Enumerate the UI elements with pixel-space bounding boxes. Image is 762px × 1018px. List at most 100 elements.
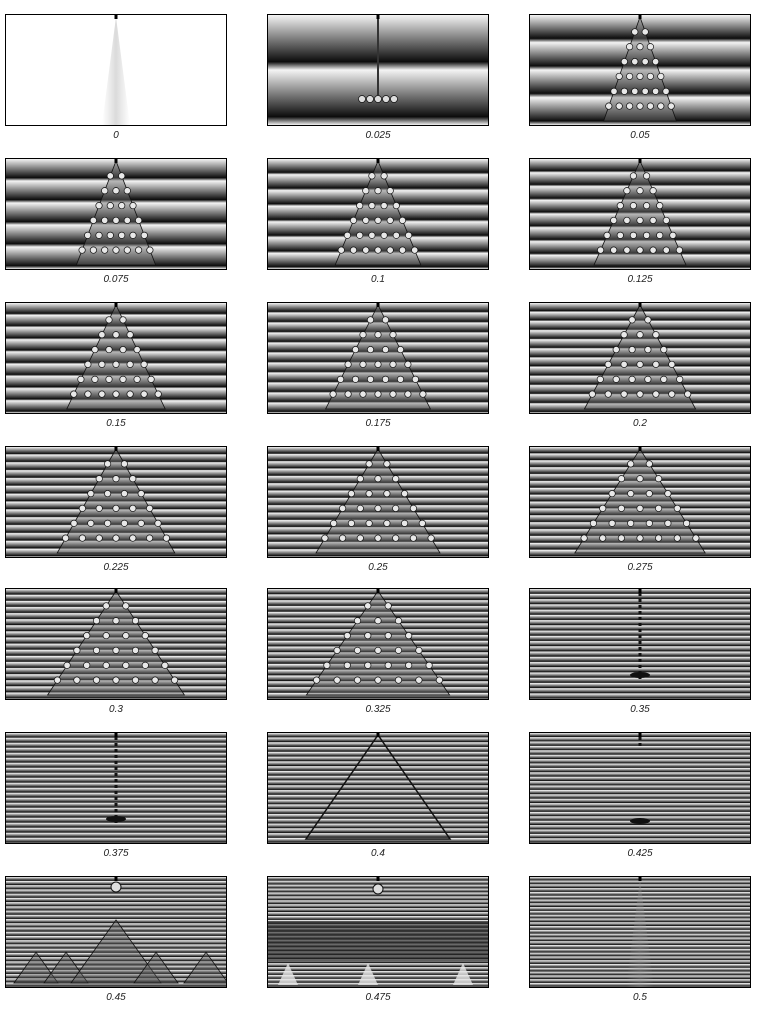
cell-blob — [98, 390, 106, 398]
seed-mark — [114, 877, 118, 881]
cell-blob — [636, 390, 644, 398]
cell-blob — [645, 490, 653, 498]
cell-blob — [161, 661, 169, 669]
seed-mark — [376, 589, 380, 593]
cell-blob — [73, 646, 81, 654]
cell-blob — [415, 646, 423, 654]
triangle-structure — [43, 951, 89, 984]
cell-blob — [657, 72, 665, 80]
triangle-structure — [70, 919, 162, 984]
cell-blob — [98, 360, 106, 368]
cell-blob — [405, 661, 413, 669]
cell-blob — [616, 202, 624, 210]
lower-defect — [106, 816, 126, 822]
cell-blob — [330, 519, 338, 527]
cell-blob — [381, 375, 390, 383]
cell-blob — [123, 246, 131, 254]
pattern-image — [5, 446, 227, 558]
seed-mark — [114, 159, 118, 163]
cell-blob — [629, 231, 637, 239]
triangle-structure — [593, 160, 687, 266]
cell-blob — [95, 475, 103, 483]
panel-label: 0.475 — [365, 992, 391, 1003]
cell-blob — [605, 102, 613, 110]
cell-blob — [129, 504, 137, 512]
pattern-image — [267, 446, 489, 558]
cell-blob — [356, 504, 364, 512]
pattern-image — [267, 588, 489, 700]
panel-label: 0.375 — [103, 848, 129, 859]
cell-blob — [636, 43, 644, 51]
cell-blob — [660, 375, 668, 383]
cell-blob — [427, 534, 435, 542]
cell-blob — [636, 360, 644, 368]
cell-blob — [119, 316, 127, 324]
pattern-image — [529, 588, 751, 700]
cell-blob — [351, 346, 360, 354]
cell-blob — [675, 246, 683, 254]
cell-blob — [112, 676, 120, 684]
cell-blob — [603, 231, 611, 239]
pattern-image — [5, 876, 227, 988]
seed-mark — [114, 589, 118, 593]
cell-blob — [78, 246, 86, 254]
cell-blob — [359, 360, 367, 368]
seed-mark — [376, 159, 380, 163]
cell-blob — [102, 602, 110, 610]
cell-blob — [92, 676, 101, 684]
pattern-image — [529, 302, 751, 414]
seed-mark — [114, 733, 118, 737]
cell-blob — [154, 390, 162, 398]
cell-blob — [87, 519, 95, 527]
panel-label: 0.025 — [365, 130, 391, 141]
light-spike — [358, 963, 378, 985]
cell-blob — [126, 390, 134, 398]
cell-blob — [629, 172, 637, 180]
panel-label: 0.125 — [627, 274, 653, 285]
cell-blob — [84, 360, 92, 368]
cell-blob — [151, 646, 159, 654]
cell-blob — [664, 519, 672, 527]
cell-blob — [401, 519, 409, 527]
panel-label: 0.25 — [368, 562, 388, 573]
panel-label: 0.05 — [630, 130, 650, 141]
pattern-panel: 0.475 — [267, 876, 489, 1004]
cell-blob — [347, 519, 355, 527]
cell-blob — [133, 346, 141, 354]
cell-blob — [383, 460, 391, 468]
cell-blob — [133, 375, 141, 383]
cell-blob — [374, 331, 382, 339]
cell-blob — [91, 346, 99, 354]
cell-blob — [98, 331, 106, 339]
cell-blob — [615, 72, 623, 80]
cell-blob — [668, 390, 676, 398]
cell-blob — [70, 519, 78, 527]
cell-blob — [662, 87, 670, 95]
cell-blob — [411, 246, 419, 254]
cell-blob — [365, 490, 373, 498]
pattern-image — [5, 732, 227, 844]
triangle-structure — [13, 951, 59, 984]
pattern-panel: 0.15 — [5, 302, 227, 430]
cell-blob — [347, 490, 355, 498]
cell-blob — [652, 360, 660, 368]
cell-blob — [645, 519, 653, 527]
cell-blob — [620, 390, 628, 398]
cell-blob — [645, 460, 653, 468]
cell-blob — [365, 519, 373, 527]
panel-label: 0.325 — [365, 704, 391, 715]
cell-blob — [627, 519, 635, 527]
seed-mark — [376, 15, 380, 19]
cell-blob — [383, 490, 391, 498]
cell-blob — [644, 375, 652, 383]
pattern-image — [267, 732, 489, 844]
cell-blob — [656, 202, 664, 210]
pattern-image — [5, 158, 227, 270]
cell-blob — [368, 231, 376, 239]
cell-blob — [669, 231, 677, 239]
seed-mark — [638, 877, 642, 881]
cell-blob — [636, 331, 644, 339]
triangle-structure — [75, 159, 157, 266]
cell-blob — [131, 617, 140, 625]
triangle-structure — [183, 951, 226, 984]
